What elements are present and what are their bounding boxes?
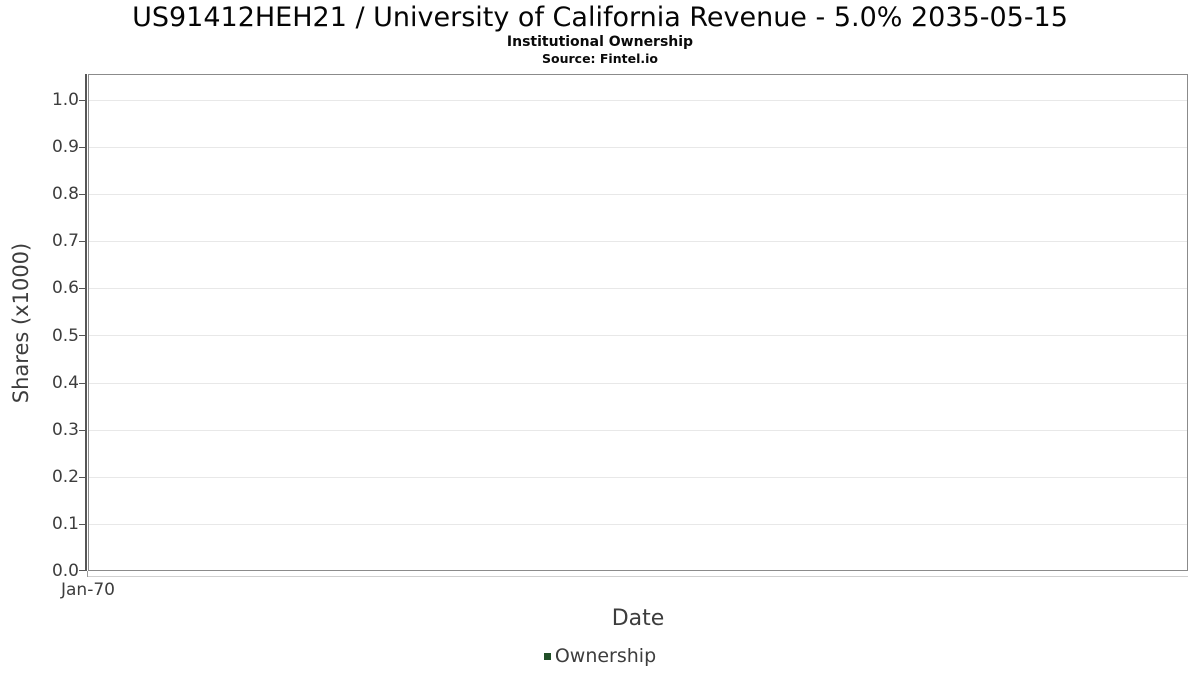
x-axis-title: Date	[611, 606, 665, 631]
y-tick-label: 0.1	[51, 514, 79, 534]
x-axis-line	[88, 576, 1188, 577]
y-tick-label: 0.9	[51, 137, 79, 157]
gridline	[89, 524, 1187, 525]
y-tick-mark	[79, 194, 85, 195]
y-tick-label: 1.0	[51, 90, 79, 110]
y-tick-label: 0.3	[51, 420, 79, 440]
legend: Ownership	[0, 645, 1200, 667]
gridline	[89, 288, 1187, 289]
gridline	[89, 335, 1187, 336]
gridline	[89, 147, 1187, 148]
x-tick-mark	[87, 571, 88, 577]
y-tick-label: 0.5	[51, 326, 79, 346]
y-tick-mark	[79, 241, 85, 242]
gridline	[89, 100, 1187, 101]
gridline	[89, 430, 1187, 431]
legend-swatch-ownership	[543, 652, 551, 660]
gridline	[89, 194, 1187, 195]
legend-label-ownership: Ownership	[554, 645, 657, 667]
y-axis-line	[85, 74, 87, 571]
y-tick-mark	[79, 524, 85, 525]
chart-source: Source: Fintel.io	[542, 51, 658, 66]
y-tick-label: 0.8	[51, 184, 79, 204]
y-tick-mark	[79, 335, 85, 336]
gridline	[89, 477, 1187, 478]
x-tick-label: Jan-70	[61, 580, 115, 600]
y-tick-label: 0.4	[51, 373, 79, 393]
chart-title: US91412HEH21 / University of California …	[132, 2, 1068, 33]
gridline	[89, 241, 1187, 242]
y-tick-label: 0.0	[51, 561, 79, 581]
gridline	[89, 383, 1187, 384]
y-tick-mark	[79, 383, 85, 384]
y-tick-label: 0.7	[51, 231, 79, 251]
chart-subtitle: Institutional Ownership	[506, 34, 694, 50]
y-tick-label: 0.2	[51, 467, 79, 487]
y-tick-label: 0.6	[51, 278, 79, 298]
y-tick-mark	[79, 570, 85, 571]
y-tick-mark	[79, 430, 85, 431]
y-tick-mark	[79, 147, 85, 148]
y-tick-mark	[79, 288, 85, 289]
y-tick-mark	[79, 100, 85, 101]
plot-area	[88, 74, 1188, 571]
y-tick-mark	[79, 477, 85, 478]
